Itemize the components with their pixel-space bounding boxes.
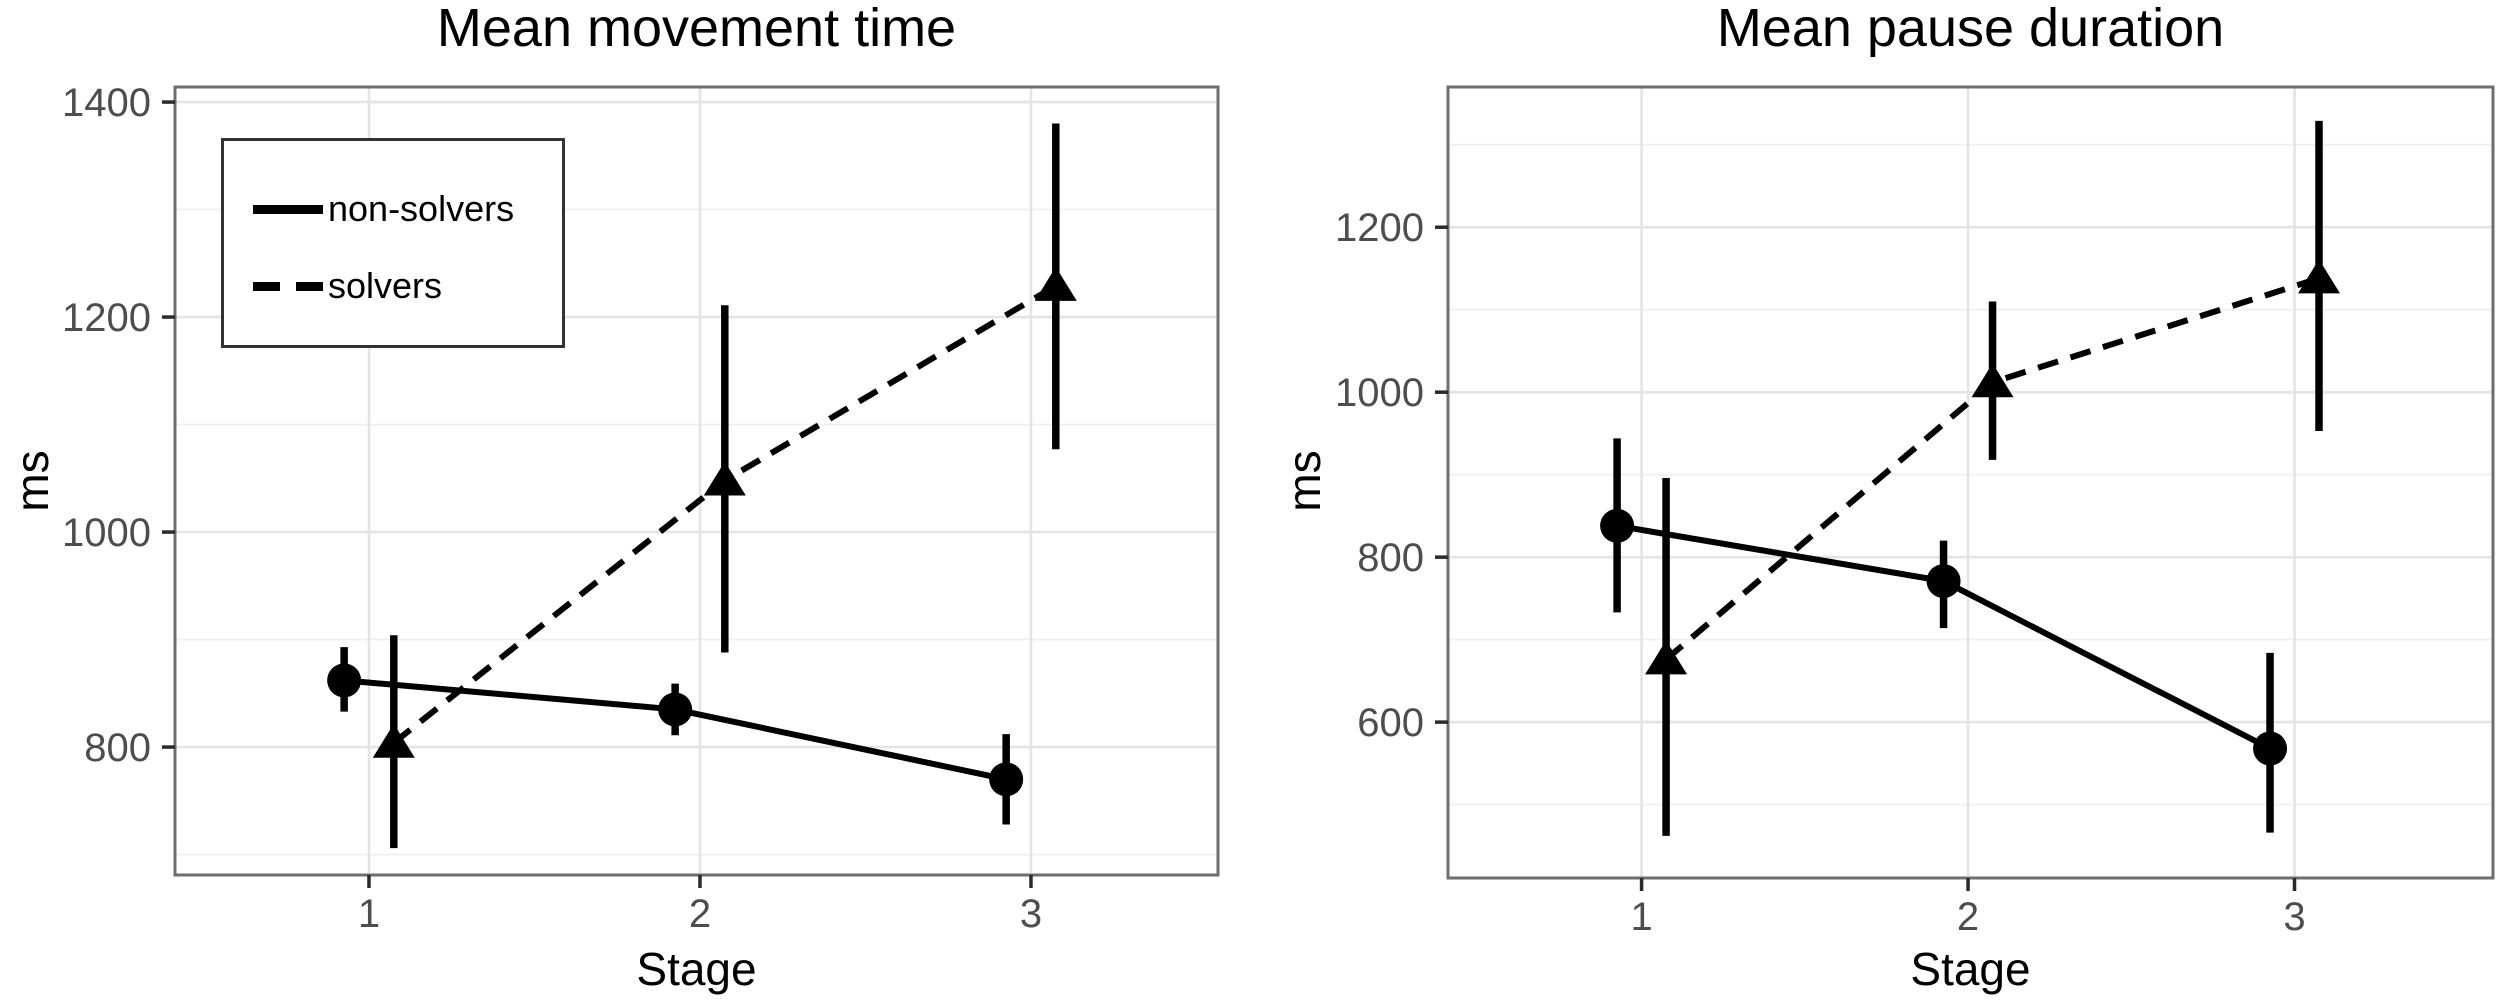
left-y-axis-label: ms bbox=[6, 450, 58, 512]
x-tick-label: 1 bbox=[358, 892, 380, 936]
legend-item-non-solvers: non-solvers bbox=[253, 191, 562, 227]
right-x-axis-label: Stage bbox=[1910, 943, 2031, 995]
triangle-marker bbox=[372, 723, 415, 758]
legend-label: non-solvers bbox=[328, 188, 515, 229]
panel-border bbox=[1446, 85, 2495, 880]
y-tick-label: 1200 bbox=[62, 296, 151, 340]
dash-segment bbox=[253, 281, 280, 291]
y-tick-label: 800 bbox=[84, 726, 151, 770]
circle-marker bbox=[2253, 731, 2288, 766]
x-tick-label: 2 bbox=[689, 892, 711, 936]
circle-marker bbox=[1600, 508, 1635, 543]
circle-marker bbox=[1926, 564, 1961, 599]
circle-marker bbox=[658, 692, 693, 727]
circle-marker bbox=[327, 663, 362, 698]
x-tick-label: 3 bbox=[2283, 895, 2305, 939]
y-tick-label: 800 bbox=[1357, 536, 1424, 580]
y-tick-label: 1200 bbox=[1335, 206, 1424, 250]
solid-line-key-icon bbox=[253, 204, 323, 214]
right-chart-title: Mean pause duration bbox=[1716, 0, 2225, 58]
y-tick-label: 1000 bbox=[62, 511, 151, 555]
left-chart-title: Mean movement time bbox=[436, 0, 957, 58]
legend-label: solvers bbox=[328, 265, 443, 306]
chart-legend: non-solvers solvers bbox=[221, 138, 565, 348]
y-tick-label: 1400 bbox=[62, 81, 151, 125]
dash-segment bbox=[296, 281, 323, 291]
panel-border bbox=[173, 85, 1220, 877]
x-tick-label: 1 bbox=[1630, 895, 1652, 939]
legend-item-solvers: solvers bbox=[253, 268, 562, 304]
triangle-marker bbox=[2297, 259, 2340, 294]
left-x-axis-label: Stage bbox=[636, 943, 757, 995]
dashed-line-key-icon bbox=[253, 281, 323, 291]
y-tick-label: 1000 bbox=[1335, 371, 1424, 415]
triangle-marker bbox=[1645, 640, 1688, 675]
right-y-axis-label: ms bbox=[1278, 450, 1330, 512]
panel-background bbox=[1448, 87, 2493, 878]
triangle-marker bbox=[703, 461, 746, 496]
x-tick-label: 3 bbox=[1020, 892, 1042, 936]
triangle-marker bbox=[1971, 363, 2014, 398]
triangle-marker bbox=[1034, 266, 1077, 301]
x-tick-label: 2 bbox=[1957, 895, 1979, 939]
circle-marker bbox=[989, 762, 1024, 797]
y-tick-label: 600 bbox=[1357, 701, 1424, 745]
